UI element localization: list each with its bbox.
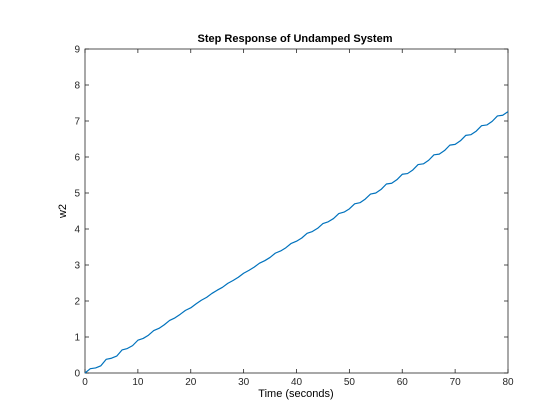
- x-tick-label: 10: [132, 377, 144, 388]
- y-tick-label: 0: [74, 369, 80, 380]
- x-tick-label: 30: [238, 377, 250, 388]
- chart-title: Step Response of Undamped System: [198, 33, 393, 45]
- x-tick-label: 70: [450, 377, 462, 388]
- y-tick-label: 3: [74, 261, 80, 272]
- x-axis-label: Time (seconds): [258, 388, 333, 400]
- y-tick-label: 9: [74, 45, 80, 56]
- x-axis-ticks: 0 10 20 30 40 50 60 70 80: [82, 49, 514, 388]
- x-tick-label: 50: [344, 377, 356, 388]
- y-tick-label: 8: [74, 81, 80, 92]
- y-tick-label: 5: [74, 189, 80, 200]
- y-tick-label: 7: [74, 117, 80, 128]
- axes-box: [84, 48, 509, 374]
- x-tick-label: 40: [291, 377, 303, 388]
- y-axis-ticks: 0 1 2 3 4 5 6 7 8 9: [74, 45, 508, 380]
- y-axis-label: w2: [57, 204, 69, 219]
- y-tick-label: 2: [74, 297, 80, 308]
- x-tick-label: 20: [185, 377, 197, 388]
- y-tick-label: 4: [74, 225, 80, 236]
- y-tick-label: 6: [74, 153, 80, 164]
- y-tick-label: 1: [74, 333, 80, 344]
- x-tick-label: 0: [82, 377, 88, 388]
- x-tick-label: 60: [397, 377, 409, 388]
- x-tick-label: 80: [502, 377, 514, 388]
- plot-area: [84, 48, 509, 374]
- series-line: [84, 111, 509, 374]
- series-layer: [84, 111, 509, 374]
